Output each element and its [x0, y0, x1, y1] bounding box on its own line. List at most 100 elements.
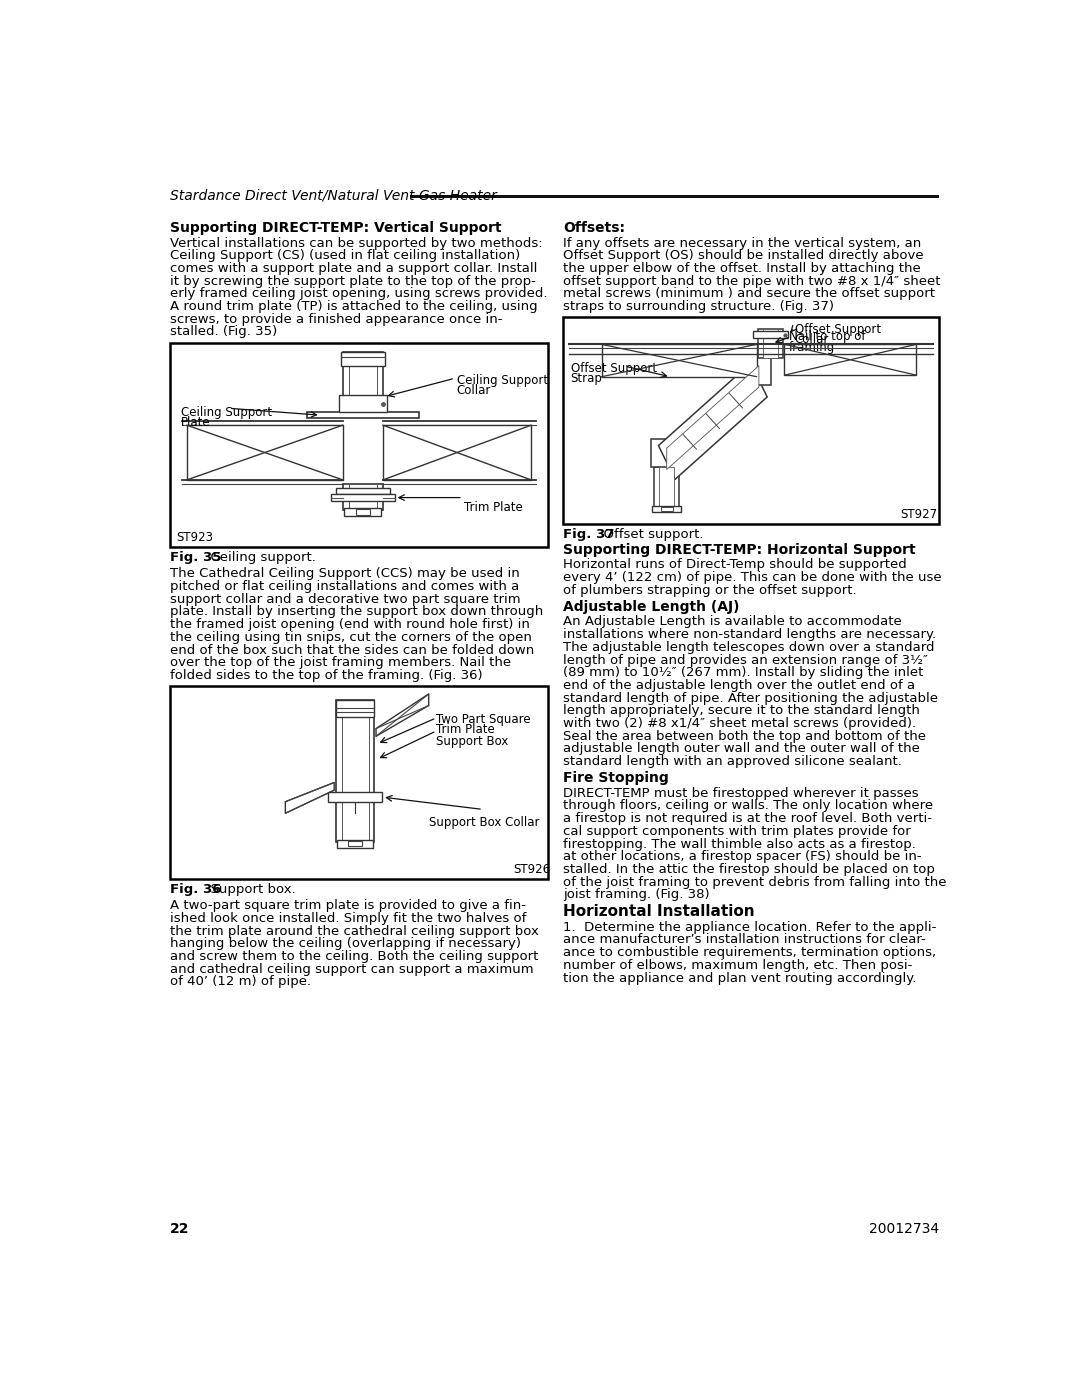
Text: end of the adjustable length over the outlet end of a: end of the adjustable length over the ou… [563, 679, 915, 692]
Bar [332, 493, 394, 502]
Bar [753, 331, 788, 338]
Text: length appropriately, secure it to the standard length: length appropriately, secure it to the s… [563, 704, 920, 717]
Text: screws, to provide a finished appearance once in-: screws, to provide a finished appearance… [170, 313, 502, 326]
Polygon shape [666, 366, 759, 469]
Text: Plate: Plate [180, 416, 211, 429]
Bar [661, 507, 673, 511]
Text: cal support components with trim plates provide for: cal support components with trim plates … [563, 824, 910, 838]
Text: Fire Stopping: Fire Stopping [563, 771, 669, 785]
Text: ST926: ST926 [513, 863, 551, 876]
Bar [762, 328, 779, 358]
Bar [383, 425, 531, 481]
Text: support collar and a decorative two part square trim: support collar and a decorative two part… [170, 592, 521, 606]
Text: length of pipe and provides an extension range of 3½″: length of pipe and provides an extension… [563, 654, 928, 666]
Bar [336, 488, 390, 493]
Bar [187, 425, 342, 481]
Text: Collar: Collar [795, 332, 829, 346]
Text: Collar: Collar [457, 384, 491, 397]
Text: The Cathedral Ceiling Support (CCS) may be used in: The Cathedral Ceiling Support (CCS) may … [170, 567, 519, 580]
Polygon shape [285, 782, 334, 813]
Text: Support Box Collar: Support Box Collar [429, 816, 539, 828]
Bar [342, 483, 383, 510]
Bar [602, 344, 757, 377]
Text: Adjustable Length (AJ): Adjustable Length (AJ) [563, 599, 740, 613]
Bar [336, 700, 375, 842]
Text: number of elbows, maximum length, etc. Then posi-: number of elbows, maximum length, etc. T… [563, 958, 913, 972]
Text: offset support band to the pipe with two #8 x 1/4″ sheet: offset support band to the pipe with two… [563, 275, 941, 288]
Text: Trim Plate: Trim Plate [464, 502, 523, 514]
Text: Ceiling Support: Ceiling Support [180, 407, 272, 419]
Text: Horizontal Installation: Horizontal Installation [563, 904, 755, 919]
Text: framing: framing [789, 341, 835, 353]
Text: of the joist framing to prevent debris from falling into the: of the joist framing to prevent debris f… [563, 876, 946, 888]
Text: Offset Support (OS) should be installed directly above: Offset Support (OS) should be installed … [563, 249, 923, 263]
Text: a firestop is not required is at the roof level. Both verti-: a firestop is not required is at the roo… [563, 812, 932, 826]
Text: it by screwing the support plate to the top of the prop-: it by screwing the support plate to the … [170, 275, 536, 288]
Text: If any offsets are necessary in the vertical system, an: If any offsets are necessary in the vert… [563, 236, 921, 250]
Bar [339, 395, 387, 412]
Text: the framed joist opening (end with round hole first) in: the framed joist opening (end with round… [170, 617, 530, 631]
Text: stalled. In the attic the firestop should be placed on top: stalled. In the attic the firestop shoul… [563, 863, 934, 876]
Text: straps to surrounding structure. (Fig. 37): straps to surrounding structure. (Fig. 3… [563, 300, 834, 313]
Text: every 4’ (122 cm) of pipe. This can be done with the use: every 4’ (122 cm) of pipe. This can be d… [563, 571, 942, 584]
Bar [563, 317, 940, 524]
Text: with two (2) #8 x1/4″ sheet metal screws (provided).: with two (2) #8 x1/4″ sheet metal screws… [563, 717, 916, 731]
Text: ished look once installed. Simply fit the two halves of: ished look once installed. Simply fit th… [170, 912, 526, 925]
Text: standard length of pipe. After positioning the adjustable: standard length of pipe. After positioni… [563, 692, 937, 704]
Bar [170, 686, 548, 879]
Text: Fig. 35: Fig. 35 [170, 552, 221, 564]
Text: 22: 22 [170, 1222, 189, 1236]
Text: (89 mm) to 10½″ (267 mm). Install by sliding the inlet: (89 mm) to 10½″ (267 mm). Install by sli… [563, 666, 923, 679]
Bar [307, 412, 419, 418]
Text: Ceiling Support (CS) (used in flat ceiling installation): Ceiling Support (CS) (used in flat ceili… [170, 249, 521, 263]
Text: Offsets:: Offsets: [563, 221, 625, 235]
Text: comes with a support plate and a support collar. Install: comes with a support plate and a support… [170, 263, 537, 275]
Bar [746, 353, 771, 384]
Bar [341, 700, 368, 842]
Text: the trim plate around the cathedral ceiling support box: the trim plate around the cathedral ceil… [170, 925, 539, 937]
Bar [342, 352, 383, 411]
Text: through floors, ceiling or walls. The only location where: through floors, ceiling or walls. The on… [563, 799, 933, 813]
Text: pitched or flat ceiling installations and comes with a: pitched or flat ceiling installations an… [170, 580, 519, 592]
Text: firestopping. The wall thimble also acts as a firestop.: firestopping. The wall thimble also acts… [563, 838, 916, 851]
Text: over the top of the joist framing members. Nail the: over the top of the joist framing member… [170, 657, 511, 669]
Text: The adjustable length telescopes down over a standard: The adjustable length telescopes down ov… [563, 641, 934, 654]
Text: 20012734: 20012734 [869, 1222, 940, 1236]
Polygon shape [376, 694, 429, 736]
Text: A round trim plate (TP) is attached to the ceiling, using: A round trim plate (TP) is attached to t… [170, 300, 538, 313]
Text: metal screws (minimum ) and secure the offset support: metal screws (minimum ) and secure the o… [563, 288, 935, 300]
Text: the upper elbow of the offset. Install by attaching the: the upper elbow of the offset. Install b… [563, 263, 920, 275]
Text: installations where non-standard lengths are necessary.: installations where non-standard lengths… [563, 629, 936, 641]
Text: Horizontal runs of Direct-Temp should be supported: Horizontal runs of Direct-Temp should be… [563, 559, 906, 571]
Bar [652, 506, 681, 513]
Text: DIRECT-TEMP must be firestopped wherever it passes: DIRECT-TEMP must be firestopped wherever… [563, 787, 918, 799]
Bar [349, 483, 377, 510]
Text: the ceiling using tin snips, cut the corners of the open: the ceiling using tin snips, cut the cor… [170, 631, 531, 644]
Text: Supporting DIRECT-TEMP: Vertical Support: Supporting DIRECT-TEMP: Vertical Support [170, 221, 501, 235]
Bar [654, 467, 679, 513]
Text: Seal the area between both the top and bottom of the: Seal the area between both the top and b… [563, 729, 926, 743]
Text: An Adjustable Length is available to accommodate: An Adjustable Length is available to acc… [563, 616, 902, 629]
Text: of 40’ (12 m) of pipe.: of 40’ (12 m) of pipe. [170, 975, 311, 988]
Text: A two-part square trim plate is provided to give a fin-: A two-part square trim plate is provided… [170, 900, 526, 912]
Text: plate. Install by inserting the support box down through: plate. Install by inserting the support … [170, 605, 543, 619]
Bar [348, 841, 362, 847]
Text: Strap: Strap [570, 372, 603, 384]
Text: Support box.: Support box. [202, 883, 296, 897]
Text: tion the appliance and plan vent routing accordingly.: tion the appliance and plan vent routing… [563, 971, 916, 985]
Text: Fig. 37: Fig. 37 [563, 528, 615, 542]
Text: standard length with an approved silicone sealant.: standard length with an approved silicon… [563, 756, 902, 768]
Bar [784, 344, 916, 376]
Text: Nail to top of: Nail to top of [789, 331, 865, 344]
Polygon shape [659, 363, 767, 479]
Bar [659, 467, 675, 513]
Text: ST927: ST927 [901, 509, 937, 521]
Bar [758, 328, 783, 358]
Text: Vertical installations can be supported by two methods:: Vertical installations can be supported … [170, 236, 542, 250]
Text: adjustable length outer wall and the outer wall of the: adjustable length outer wall and the out… [563, 742, 920, 756]
Text: hanging below the ceiling (overlapping if necessary): hanging below the ceiling (overlapping i… [170, 937, 521, 950]
Text: and cathedral ceiling support can support a maximum: and cathedral ceiling support can suppor… [170, 963, 534, 975]
Text: Stardance Direct Vent/Natural Vent Gas Heater: Stardance Direct Vent/Natural Vent Gas H… [170, 189, 497, 203]
Text: folded sides to the top of the framing. (Fig. 36): folded sides to the top of the framing. … [170, 669, 483, 682]
Text: Offset support.: Offset support. [595, 528, 704, 542]
